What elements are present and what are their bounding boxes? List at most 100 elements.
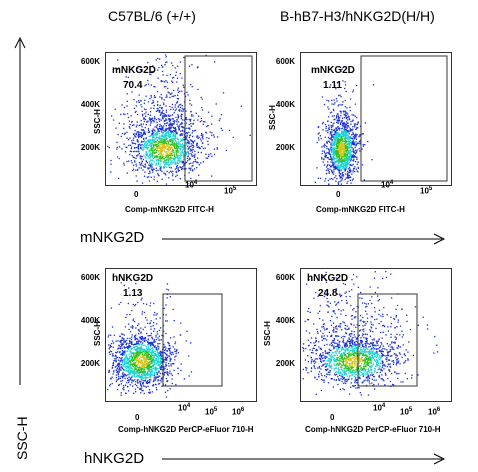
event-dot — [345, 151, 348, 153]
event-dot — [170, 365, 172, 367]
event-dot — [172, 127, 175, 129]
event-dot — [337, 117, 340, 119]
event-dot — [190, 148, 192, 150]
event-dot — [129, 127, 131, 129]
event-dot — [166, 297, 168, 299]
event-dot — [145, 108, 147, 111]
event-dot — [153, 330, 155, 332]
event-dot — [136, 361, 138, 363]
event-dot — [166, 122, 169, 124]
event-dot — [184, 95, 187, 97]
event-dot — [174, 104, 177, 106]
event-dot — [130, 356, 133, 358]
column-title-humanized: B-hB7-H3/hNKG2D(H/H) — [280, 8, 435, 24]
event-dot — [130, 369, 132, 372]
event-dot — [342, 134, 344, 136]
event-dot — [161, 178, 163, 180]
event-dot — [337, 115, 339, 117]
event-dot — [341, 354, 343, 357]
event-dot — [161, 150, 163, 152]
event-dot — [150, 155, 152, 157]
event-dot — [154, 86, 156, 88]
event-dot — [149, 160, 151, 162]
event-dot — [176, 147, 178, 150]
event-dot — [174, 109, 176, 112]
event-dot — [138, 348, 140, 350]
event-dot — [141, 363, 143, 365]
event-dot — [134, 337, 136, 339]
event-dot — [168, 147, 170, 149]
event-dot — [147, 385, 149, 388]
event-dot — [179, 146, 182, 148]
event-dot — [130, 355, 132, 357]
event-dot — [142, 365, 144, 367]
event-dot — [319, 135, 321, 137]
event-dot — [153, 353, 156, 355]
event-dot — [158, 137, 160, 139]
event-dot — [336, 132, 338, 134]
event-dot — [327, 169, 329, 171]
event-dot — [353, 136, 356, 138]
event-dot — [144, 317, 147, 319]
event-dot — [348, 117, 350, 120]
ssc-h-axis-arrow — [14, 36, 26, 385]
event-dot — [344, 129, 346, 131]
event-dot — [154, 96, 157, 98]
event-dot — [130, 363, 132, 366]
event-dot — [132, 365, 134, 367]
event-dot — [197, 157, 199, 159]
gate-name-label: hNKG2D — [112, 273, 154, 284]
event-dot — [331, 148, 333, 150]
event-dot — [406, 378, 408, 380]
event-dot — [323, 103, 326, 106]
event-dot — [149, 391, 151, 393]
event-dot — [154, 143, 156, 145]
event-dot — [139, 376, 142, 379]
event-dot — [136, 155, 138, 157]
event-dot — [170, 171, 173, 173]
event-dot — [161, 97, 163, 99]
event-dot — [185, 152, 187, 154]
event-dot — [149, 165, 151, 167]
event-dot — [116, 379, 118, 381]
event-dot — [159, 361, 161, 363]
event-dot — [141, 390, 143, 392]
event-dot — [146, 162, 148, 164]
event-dot — [345, 343, 347, 345]
event-dot — [339, 166, 341, 168]
event-dot — [189, 158, 191, 160]
event-dot — [339, 325, 341, 327]
event-dot — [168, 372, 171, 374]
event-dot — [156, 331, 158, 333]
event-dot — [124, 341, 126, 343]
event-dot — [146, 377, 149, 379]
event-dot — [145, 160, 148, 163]
event-dot — [169, 358, 171, 360]
event-dot — [133, 375, 135, 377]
event-dot — [166, 143, 169, 145]
event-dot — [151, 361, 153, 363]
event-dot — [161, 70, 164, 73]
event-dot — [170, 159, 172, 161]
event-dot — [185, 142, 188, 144]
event-dot — [156, 368, 158, 370]
event-dot — [168, 127, 170, 129]
event-dot — [333, 133, 335, 135]
event-dot — [150, 158, 152, 160]
event-dot — [318, 317, 321, 320]
event-dot — [161, 149, 163, 151]
event-dot — [350, 142, 352, 145]
event-dot — [153, 132, 155, 134]
event-dot — [178, 163, 180, 165]
event-dot — [139, 343, 141, 345]
event-dot — [110, 351, 113, 353]
event-dot — [333, 322, 335, 324]
event-dot — [352, 126, 354, 128]
event-dot — [155, 138, 157, 140]
event-dot — [173, 154, 176, 156]
event-dot — [334, 351, 336, 353]
event-dot — [139, 336, 141, 338]
event-dot — [160, 158, 162, 160]
event-dot — [341, 167, 343, 169]
event-dot — [147, 61, 149, 64]
